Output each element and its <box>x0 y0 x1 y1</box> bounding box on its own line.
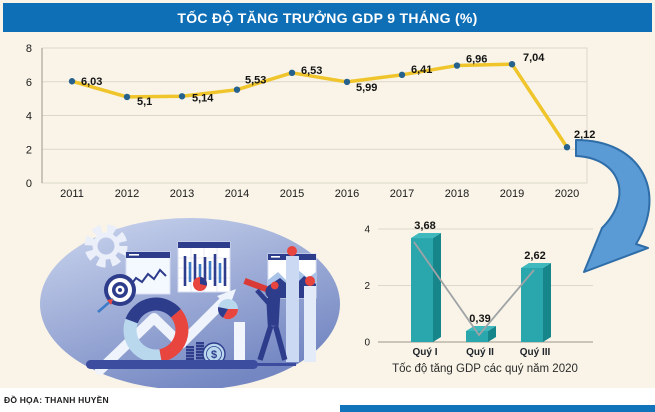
svg-text:2013: 2013 <box>170 188 194 200</box>
svg-text:5,99: 5,99 <box>356 82 377 94</box>
svg-text:0: 0 <box>26 178 32 190</box>
pie-chart-icon <box>193 277 208 291</box>
credit-label: ĐỒ HỌA: THANH HUYỀN <box>4 395 109 405</box>
curved-arrow-icon <box>575 139 651 273</box>
svg-text:Quý III: Quý III <box>520 347 551 358</box>
pie-chart-icon <box>217 299 239 320</box>
svg-text:4: 4 <box>364 225 370 236</box>
svg-text:2018: 2018 <box>445 188 469 200</box>
svg-text:0: 0 <box>364 338 370 349</box>
svg-text:2017: 2017 <box>390 188 414 200</box>
platform-bar <box>86 360 258 369</box>
svg-text:4: 4 <box>26 111 32 123</box>
svg-text:2: 2 <box>364 281 370 292</box>
svg-text:5,1: 5,1 <box>137 96 152 108</box>
svg-text:6,53: 6,53 <box>301 65 322 77</box>
coins-icon: $ <box>186 342 226 366</box>
svg-text:Tốc độ tăng GDP các quý năm 20: Tốc độ tăng GDP các quý năm 2020 <box>392 363 578 375</box>
svg-text:5,53: 5,53 <box>245 75 266 87</box>
dollar-sign: $ <box>211 349 217 361</box>
donut-chart-icon <box>123 297 189 363</box>
svg-text:5,14: 5,14 <box>192 92 214 104</box>
gdp-line-chart: 0 2 4 6 8 2011 2012 2013 2014 2015 2016 2017 2018 201… <box>26 43 596 200</box>
svg-text:2014: 2014 <box>225 188 249 200</box>
svg-text:Quý I: Quý I <box>412 347 437 358</box>
svg-text:0,39: 0,39 <box>469 313 490 325</box>
person-with-telescope-icon <box>234 246 316 362</box>
svg-text:2019: 2019 <box>500 188 524 200</box>
svg-text:2016: 2016 <box>335 188 359 200</box>
svg-text:Quý II: Quý II <box>466 347 494 358</box>
svg-text:8: 8 <box>26 43 32 55</box>
svg-text:2011: 2011 <box>60 188 84 200</box>
target-icon <box>97 274 136 313</box>
svg-text:2020: 2020 <box>555 188 579 200</box>
platform-bar <box>256 363 296 366</box>
page-title: TỐC ĐỘ TĂNG TRƯỞNG GDP 9 THÁNG (%) <box>177 9 478 26</box>
title-bar: TỐC ĐỘ TĂNG TRƯỞNG GDP 9 THÁNG (%) <box>3 3 652 32</box>
quarterly-bar-chart: 0 2 4 3,68 Quý I 0,39 Quý II 2,62 Quý III Tốc độ … <box>364 220 593 375</box>
svg-text:2015: 2015 <box>280 188 304 200</box>
infographic-illustration: $ <box>40 218 340 388</box>
svg-text:6,41: 6,41 <box>411 64 432 76</box>
next-section-bar <box>340 405 655 412</box>
svg-text:6,96: 6,96 <box>466 54 487 66</box>
svg-text:7,04: 7,04 <box>523 52 545 64</box>
footer: ĐỒ HỌA: THANH HUYỀN <box>0 388 655 412</box>
svg-text:6: 6 <box>26 77 32 89</box>
svg-text:2,62: 2,62 <box>524 250 545 262</box>
candlestick-window-icon <box>177 241 231 293</box>
svg-text:3,68: 3,68 <box>414 220 435 232</box>
svg-text:2,12: 2,12 <box>574 129 595 141</box>
svg-text:2012: 2012 <box>115 188 139 200</box>
svg-text:6,03: 6,03 <box>81 76 102 88</box>
svg-text:2: 2 <box>26 144 32 156</box>
gear-icon <box>84 224 128 268</box>
